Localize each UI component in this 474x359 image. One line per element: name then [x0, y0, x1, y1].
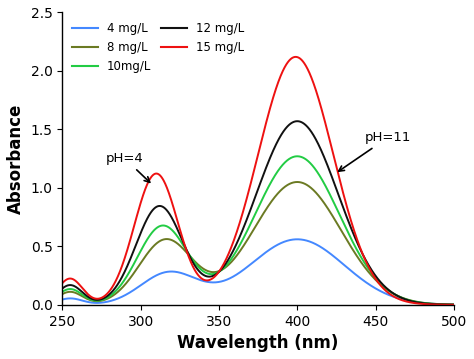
12 mg/L [401, 297, 407, 301]
8 mg/L [451, 302, 457, 307]
15 mg/L [293, 55, 299, 59]
15 mg/L [401, 299, 407, 303]
8 mg/L [128, 276, 133, 280]
12 mg/L [128, 257, 133, 262]
10mg/L [104, 296, 110, 300]
8 mg/L [210, 270, 215, 274]
12 mg/L [227, 256, 232, 260]
12 mg/L [210, 274, 215, 278]
12 mg/L [444, 302, 449, 307]
4 mg/L [104, 300, 110, 304]
Text: pH=11: pH=11 [339, 131, 411, 171]
8 mg/L [401, 296, 407, 300]
Line: 8 mg/L: 8 mg/L [62, 182, 454, 304]
X-axis label: Wavelength (nm): Wavelength (nm) [177, 334, 339, 352]
10mg/L [451, 303, 457, 307]
12 mg/L [104, 294, 110, 299]
4 mg/L [59, 297, 65, 302]
8 mg/L [59, 292, 65, 296]
10mg/L [210, 272, 215, 276]
4 mg/L [210, 280, 215, 285]
Text: pH=4: pH=4 [106, 152, 150, 182]
4 mg/L [444, 302, 449, 307]
8 mg/L [444, 302, 449, 307]
10mg/L [59, 290, 65, 294]
Line: 10mg/L: 10mg/L [62, 156, 454, 305]
4 mg/L [128, 290, 133, 294]
4 mg/L [451, 302, 457, 307]
12 mg/L [294, 119, 300, 123]
15 mg/L [227, 250, 232, 254]
15 mg/L [444, 303, 449, 307]
Line: 15 mg/L: 15 mg/L [62, 57, 454, 305]
10mg/L [294, 154, 300, 158]
8 mg/L [104, 297, 110, 301]
8 mg/L [227, 262, 232, 266]
4 mg/L [401, 298, 407, 302]
4 mg/L [227, 276, 232, 281]
15 mg/L [104, 292, 110, 296]
12 mg/L [59, 286, 65, 291]
Line: 4 mg/L: 4 mg/L [62, 239, 454, 304]
Line: 12 mg/L: 12 mg/L [62, 121, 454, 305]
10mg/L [227, 259, 232, 264]
12 mg/L [451, 303, 457, 307]
15 mg/L [210, 276, 215, 281]
10mg/L [401, 297, 407, 301]
10mg/L [128, 269, 133, 273]
4 mg/L [294, 237, 300, 242]
Legend: 4 mg/L, 8 mg/L, 10mg/L, 12 mg/L, 15 mg/L: 4 mg/L, 8 mg/L, 10mg/L, 12 mg/L, 15 mg/L [68, 18, 248, 76]
10mg/L [444, 302, 449, 307]
15 mg/L [128, 238, 133, 242]
15 mg/L [451, 303, 457, 307]
Y-axis label: Absorbance: Absorbance [7, 103, 25, 214]
15 mg/L [59, 281, 65, 285]
8 mg/L [294, 180, 300, 184]
